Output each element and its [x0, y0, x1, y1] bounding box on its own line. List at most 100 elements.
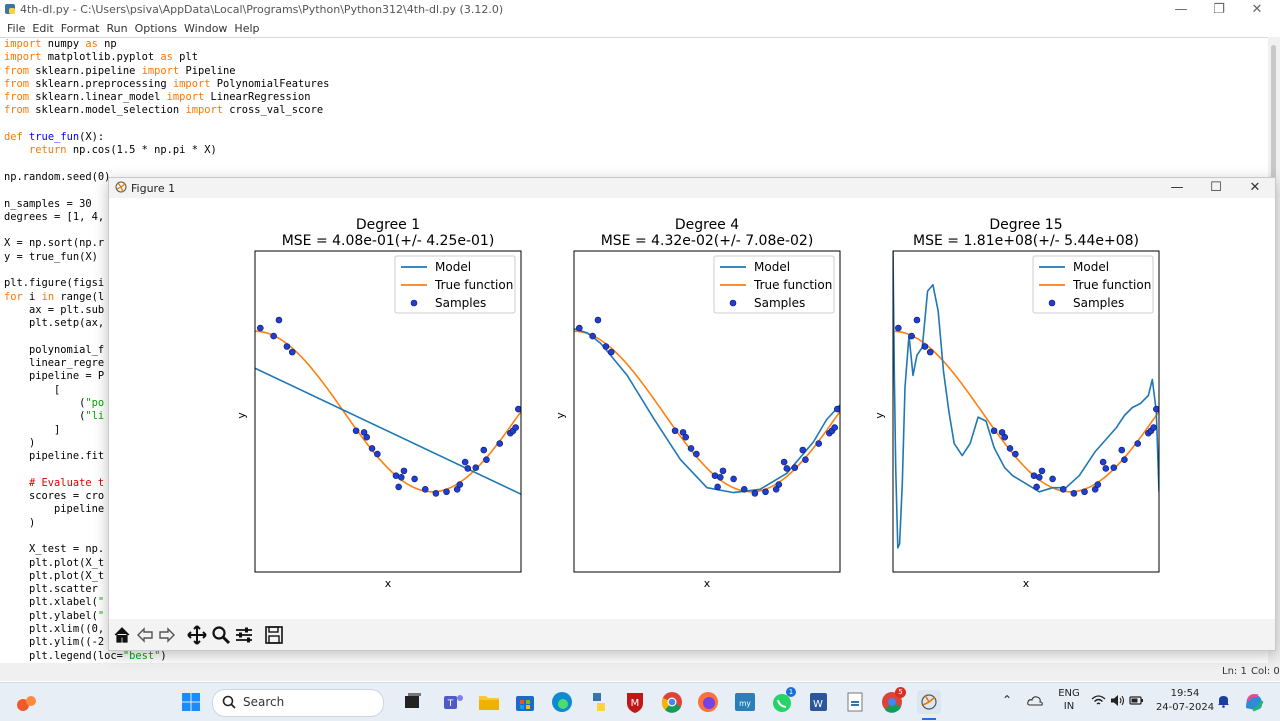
task-view-icon[interactable] — [400, 689, 426, 715]
code-line[interactable]: pipeline = P — [4, 370, 329, 383]
figure-minimize-button[interactable]: — — [1170, 180, 1184, 195]
code-line[interactable] — [4, 158, 329, 171]
edge-icon[interactable] — [549, 689, 575, 715]
home-icon[interactable] — [112, 625, 132, 645]
menu-file[interactable]: File — [7, 22, 26, 35]
minimize-button[interactable]: — — [1174, 2, 1188, 17]
code-line[interactable]: plt.ylim((-2 — [4, 636, 329, 649]
mysql-icon[interactable]: my — [732, 689, 758, 715]
editor-scrollbar-thumb[interactable] — [1271, 45, 1276, 185]
code-line[interactable]: X_test = np. — [4, 543, 329, 556]
code-line[interactable]: import numpy as np — [4, 38, 329, 51]
code-line[interactable]: plt.scatter — [4, 583, 329, 596]
firefox-icon[interactable] — [695, 689, 721, 715]
store-icon[interactable] — [512, 689, 538, 715]
figure-maximize-button[interactable]: ☐ — [1210, 180, 1222, 195]
code-text[interactable]: import numpy as np import matplotlib.pypl… — [4, 38, 329, 663]
code-line[interactable]: X = np.sort(np.r — [4, 237, 329, 250]
forward-icon[interactable] — [157, 625, 177, 645]
code-line[interactable]: # Evaluate t — [4, 477, 329, 490]
code-line[interactable]: ] — [4, 424, 329, 437]
code-line[interactable]: ) — [4, 517, 329, 530]
code-line[interactable] — [4, 118, 329, 131]
code-line[interactable]: plt.legend(loc="best") — [4, 650, 329, 663]
maximize-button[interactable]: ❐ — [1213, 2, 1225, 17]
code-line[interactable]: from sklearn.linear_model import LinearR… — [4, 91, 329, 104]
figure-window[interactable]: Figure 1 — ☐ ✕ Degree 1 MSE = 4.08e-01(+/… — [108, 177, 1276, 651]
code-line[interactable]: [ — [4, 384, 329, 397]
teams-icon[interactable]: T — [440, 689, 466, 715]
wifi-icon[interactable] — [1091, 694, 1106, 707]
code-line[interactable]: from sklearn.pipeline import Pipeline — [4, 65, 329, 78]
menu-window[interactable]: Window — [184, 22, 228, 35]
whatsapp-icon[interactable] — [769, 689, 795, 715]
clock-time[interactable]: 19:54 — [1170, 688, 1200, 699]
menu-options[interactable]: Options — [134, 22, 178, 35]
code-line[interactable]: ax = plt.sub — [4, 304, 329, 317]
taskbar-search-box[interactable]: Search — [212, 689, 384, 717]
menu-edit[interactable]: Edit — [32, 22, 54, 35]
clock-date[interactable]: 24-07-2024 — [1155, 702, 1215, 713]
notification-bell-icon[interactable] — [1217, 694, 1230, 708]
mcafee-icon[interactable]: M — [622, 689, 648, 715]
code-token: sklearn.model_selection — [29, 104, 186, 117]
menu-format[interactable]: Format — [60, 22, 100, 35]
code-line[interactable]: import matplotlib.pyplot as plt — [4, 51, 329, 64]
code-line[interactable]: polynomial_f — [4, 344, 329, 357]
figure-close-button[interactable]: ✕ — [1249, 180, 1261, 195]
sample-point — [1102, 465, 1110, 472]
code-line[interactable]: plt.figure(figsi — [4, 277, 329, 290]
region-label[interactable]: IN — [1063, 701, 1075, 712]
widgets-icon[interactable] — [14, 689, 40, 715]
code-line[interactable]: plt.setp(ax, — [4, 317, 329, 330]
code-line[interactable]: np.random.seed(0) — [4, 171, 329, 184]
code-line[interactable]: plt.xlim((0, — [4, 623, 329, 636]
code-line[interactable]: degrees = [1, 4, — [4, 211, 329, 224]
code-line[interactable]: ("li — [4, 410, 329, 423]
chevron-up-icon[interactable]: ⌃ — [1002, 693, 1013, 707]
code-token: from — [4, 64, 30, 77]
zoom-icon[interactable] — [211, 625, 231, 645]
sample-point — [1081, 488, 1088, 496]
language-label[interactable]: ENG — [1058, 688, 1080, 699]
save-icon[interactable] — [264, 625, 284, 645]
code-token: as — [160, 51, 173, 64]
code-line[interactable]: pipeline — [4, 503, 329, 516]
idle-app-icon[interactable] — [842, 689, 868, 715]
copilot-icon[interactable] — [1242, 690, 1266, 714]
battery-icon[interactable] — [1129, 694, 1144, 707]
code-line[interactable]: ) — [4, 437, 329, 450]
code-line[interactable]: from sklearn.preprocessing import Polyno… — [4, 78, 329, 91]
configure-icon[interactable] — [234, 625, 254, 645]
code-line[interactable]: def true_fun(X): — [4, 131, 329, 144]
onedrive-icon[interactable] — [1027, 694, 1043, 708]
matplotlib-taskbar-icon[interactable] — [916, 689, 942, 715]
python-icon[interactable] — [586, 689, 612, 715]
sample-point — [1099, 458, 1107, 466]
code-line[interactable]: from sklearn.model_selection import cros… — [4, 104, 329, 117]
code-line[interactable]: pipeline.fit — [4, 450, 329, 463]
start-icon[interactable] — [178, 689, 204, 715]
pan-icon[interactable] — [187, 625, 207, 645]
code-line[interactable]: return np.cos(1.5 * np.pi * X) — [4, 144, 329, 157]
code-line[interactable]: plt.plot(X_t — [4, 570, 329, 583]
volume-icon[interactable] — [1110, 694, 1125, 707]
code-line[interactable]: scores = cro — [4, 490, 329, 503]
menu-run[interactable]: Run — [106, 22, 128, 35]
code-line[interactable]: linear_regre — [4, 357, 329, 370]
sample-point — [461, 458, 469, 466]
chrome-icon[interactable] — [659, 689, 685, 715]
code-line[interactable]: ("po — [4, 397, 329, 410]
close-button[interactable]: ✕ — [1251, 2, 1263, 17]
code-line[interactable]: plt.xlabel(" — [4, 596, 329, 609]
code-line[interactable]: y = true_fun(X) — [4, 251, 329, 264]
back-icon[interactable] — [135, 625, 155, 645]
code-line[interactable]: for i in range(l — [4, 291, 329, 304]
word-icon[interactable]: W — [805, 689, 831, 715]
code-line[interactable]: plt.ylabel(" — [4, 610, 329, 623]
file-explorer-icon[interactable] — [476, 689, 502, 715]
code-line[interactable]: n_samples = 30 — [4, 198, 329, 211]
code-line[interactable]: plt.plot(X_t — [4, 557, 329, 570]
menu-help[interactable]: Help — [234, 22, 260, 35]
